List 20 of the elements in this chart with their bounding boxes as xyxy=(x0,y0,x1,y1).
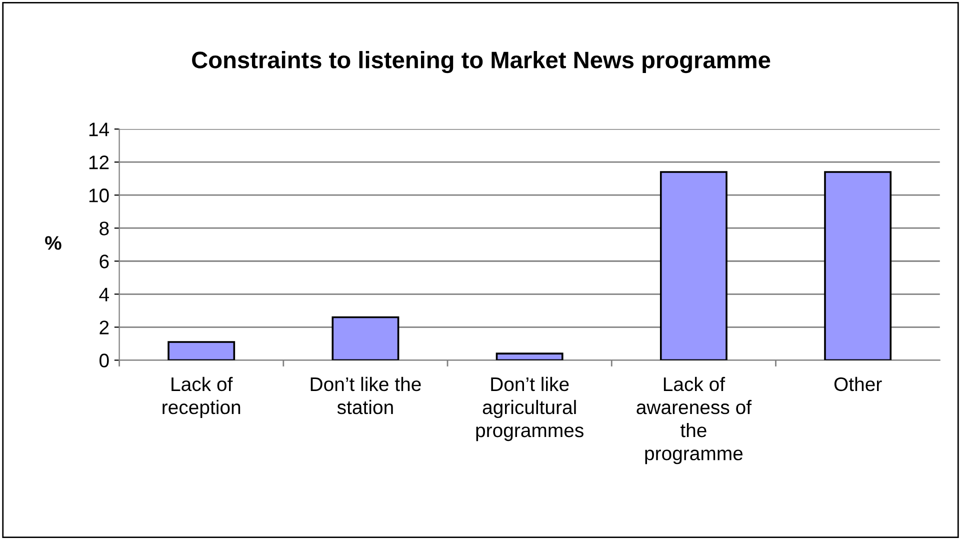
x-tick-label: Don’t like agricultural programmes xyxy=(476,376,584,442)
bar xyxy=(168,341,236,360)
y-tick-label: 4 xyxy=(99,288,109,302)
y-tick-label: 0 xyxy=(100,354,109,368)
y-axis-title: % xyxy=(45,236,62,250)
y-tick-label: 6 xyxy=(100,254,109,268)
x-tick-label: Don’t like the station xyxy=(310,376,421,414)
bar xyxy=(660,171,728,360)
y-tick-label: 14 xyxy=(89,122,109,136)
x-tick-label: Lack of reception xyxy=(162,376,240,418)
chart-title: Constraints to listening to Market News programme xyxy=(192,51,770,74)
y-tick-label: 8 xyxy=(100,222,109,236)
bar xyxy=(496,352,564,360)
y-tick-label: 10 xyxy=(89,188,109,202)
x-tick-label: Lack of awareness of the programme xyxy=(636,376,752,464)
bar xyxy=(824,171,892,360)
y-tick-label: 12 xyxy=(89,156,109,170)
bar xyxy=(332,316,400,360)
y-tick-label: 2 xyxy=(100,320,109,334)
x-tick-label: Other xyxy=(834,376,882,392)
